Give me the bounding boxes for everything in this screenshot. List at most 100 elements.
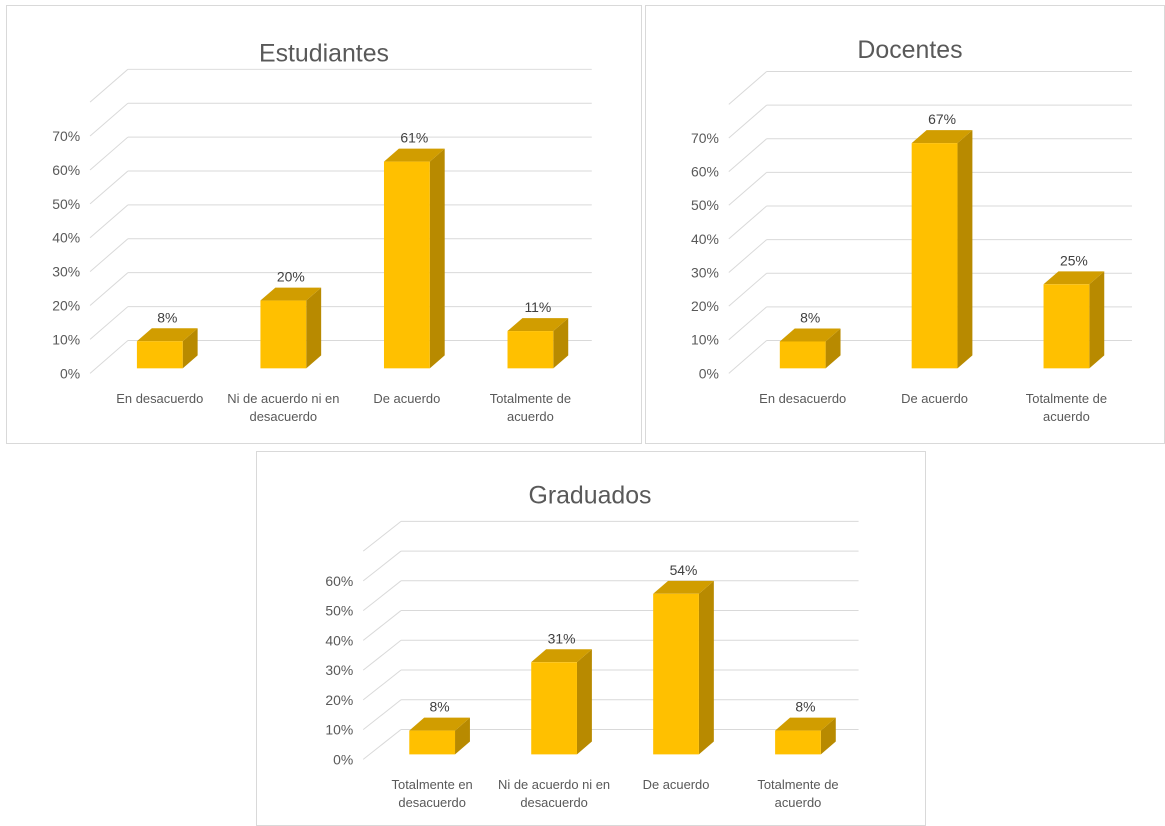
bar-top <box>531 649 592 663</box>
gridline-diagonal <box>728 172 767 206</box>
gridline-diagonal <box>728 104 767 139</box>
bar-side <box>1089 271 1105 369</box>
chart-title-estudiantes: Estudiantes <box>259 40 389 68</box>
bar-top <box>409 717 470 731</box>
gridline-diagonal <box>728 138 767 172</box>
gridline-diagonal <box>362 729 402 760</box>
x-tick-label: Totalmente de acuerdo <box>757 777 838 810</box>
bar-side <box>306 287 322 369</box>
gridline-diagonal <box>89 170 129 205</box>
gridlines <box>89 68 592 374</box>
gridline-diagonal <box>728 306 767 341</box>
y-tick-label: 0% <box>333 751 353 767</box>
bar-top <box>911 130 973 144</box>
y-tick-label: 50% <box>691 197 719 213</box>
bar-side <box>825 328 841 369</box>
bar-side <box>698 580 714 755</box>
bar-top <box>779 328 841 342</box>
bar-front <box>653 593 699 755</box>
chart-estudiantes: Estudiantes 0% 10% 20% 30% 40% 50% 60% 70% 8% En d… <box>6 5 642 444</box>
bar-side <box>957 130 973 369</box>
chart-estudiantes-svg: Estudiantes 0% 10% 20% 30% 40% 50% 60% 70% 8% En d… <box>52 40 592 424</box>
y-tick-label: 10% <box>52 331 80 347</box>
chart-docentes: Docentes 0% 10% 20% 30% 40% 50% 60% 70% 8% En desa… <box>645 5 1165 444</box>
gridline-diagonal <box>89 238 129 273</box>
data-label: 31% <box>548 630 576 646</box>
bar-front <box>409 730 456 755</box>
bar-front <box>1043 284 1090 369</box>
bar-totalmente-de-acuerdo <box>775 717 836 755</box>
data-label: 8% <box>800 310 820 326</box>
gridline-diagonal <box>728 71 767 105</box>
bar-top <box>136 328 198 342</box>
y-tick-label: 20% <box>325 692 353 708</box>
chart-docentes-svg: Docentes 0% 10% 20% 30% 40% 50% 60% 70% 8% En desa… <box>691 36 1132 424</box>
bar-front <box>260 300 307 369</box>
x-tick-label: En desacuerdo <box>116 391 203 406</box>
gridline-diagonal <box>362 520 402 552</box>
data-label: 67% <box>928 111 956 127</box>
gridline-diagonal <box>89 102 129 137</box>
chart-title-docentes: Docentes <box>857 36 962 64</box>
data-label: 8% <box>795 699 815 715</box>
gridline-diagonal <box>728 340 767 374</box>
gridline-diagonal <box>89 306 129 340</box>
bar-front <box>775 730 821 755</box>
bar-top <box>507 318 569 332</box>
data-label: 61% <box>400 130 428 146</box>
x-tick-label: Totalmente de acuerdo <box>1026 391 1107 424</box>
gridline-diagonal <box>728 205 767 240</box>
bar-ni-de-acuerdo-ni-en-desacuerdo <box>260 287 322 369</box>
bar-totalmente-de-acuerdo <box>1043 271 1105 369</box>
data-label: 11% <box>524 299 551 315</box>
y-tick-label: 0% <box>60 365 80 381</box>
y-tick-label: 70% <box>691 130 719 146</box>
bar-side <box>553 318 569 369</box>
chart-title-graduados: Graduados <box>529 482 652 510</box>
bar-de-acuerdo <box>653 580 714 755</box>
bar-top <box>653 580 714 594</box>
y-tick-label: 30% <box>325 662 353 678</box>
bar-en-desacuerdo <box>136 328 198 369</box>
data-label: 25% <box>1060 252 1088 268</box>
y-tick-label: 40% <box>52 230 80 246</box>
y-tick-label: 30% <box>691 264 719 280</box>
bar-top <box>260 287 322 301</box>
x-tick-label: Ni de acuerdo ni en desacuerdo <box>498 777 610 810</box>
y-tick-label: 10% <box>691 332 719 348</box>
x-tick-label: En desacuerdo <box>759 391 846 406</box>
bar-front <box>779 341 826 369</box>
gridline-diagonal <box>362 699 402 731</box>
x-tick-label: Totalmente en desacuerdo <box>392 777 473 810</box>
bar-de-acuerdo <box>911 130 973 369</box>
gridline-diagonal <box>89 204 129 239</box>
gridline-diagonal <box>89 340 129 374</box>
gridline-diagonal <box>89 272 129 306</box>
data-label: 54% <box>670 562 698 578</box>
bar-front <box>507 331 554 369</box>
y-tick-label: 40% <box>325 632 353 648</box>
gridline-diagonal <box>362 550 402 582</box>
y-tick-label: 40% <box>691 231 719 247</box>
bar-side <box>820 717 836 755</box>
bar-side <box>576 649 592 755</box>
y-tick-label: 10% <box>325 722 353 738</box>
x-tick-label: Ni de acuerdo ni en desacuerdo <box>227 391 339 424</box>
bar-front <box>531 662 577 755</box>
bar-side <box>429 148 445 369</box>
bar-de-acuerdo <box>383 148 445 369</box>
y-tick-label: 70% <box>52 128 80 144</box>
x-tick-label: De acuerdo <box>643 777 710 792</box>
bar-ni-de-acuerdo-ni-en-desacuerdo <box>531 649 592 755</box>
bar-top <box>383 148 445 162</box>
gridline-diagonal <box>362 639 402 671</box>
gridline-diagonal <box>362 580 402 612</box>
gridline-diagonal <box>362 610 402 641</box>
x-tick-label: De acuerdo <box>901 391 968 406</box>
gridline-diagonal <box>728 239 767 273</box>
gridline-diagonal <box>728 272 767 307</box>
chart-graduados: Graduados 0% 10% 20% 30% 40% 50% 60% 8% Totalment… <box>256 451 926 826</box>
bar-side <box>455 717 470 755</box>
bar-en-desacuerdo <box>779 328 841 369</box>
bar-front <box>911 143 958 369</box>
